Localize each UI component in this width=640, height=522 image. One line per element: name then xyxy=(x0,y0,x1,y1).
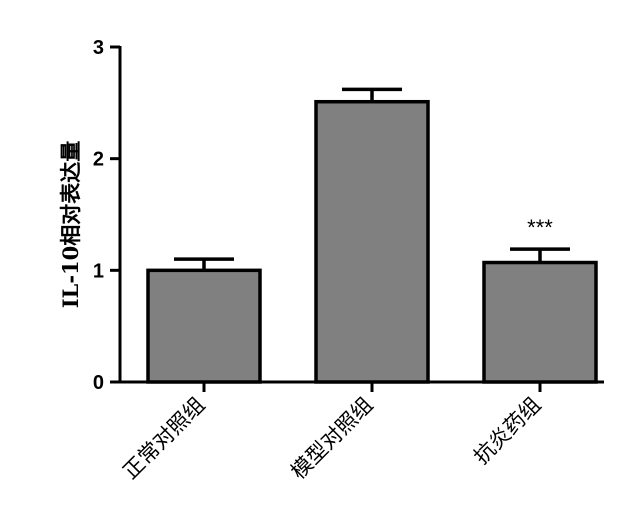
y-tick-label: 0 xyxy=(93,372,104,394)
y-tick-label: 3 xyxy=(93,37,104,59)
x-category-label: 抗炎药组 xyxy=(469,393,545,469)
bar xyxy=(482,260,598,384)
y-tick-label: 2 xyxy=(93,149,104,171)
y-axis-title: IL-10相对表达量 xyxy=(58,141,83,309)
y-tick-label: 1 xyxy=(93,260,104,282)
x-category-label: 正常对照组 xyxy=(118,393,209,484)
x-category-label: 模型对照组 xyxy=(286,393,377,484)
significance-label: *** xyxy=(527,215,553,240)
bars-layer: *** xyxy=(146,87,598,384)
bar xyxy=(314,99,430,384)
bar xyxy=(146,268,262,384)
